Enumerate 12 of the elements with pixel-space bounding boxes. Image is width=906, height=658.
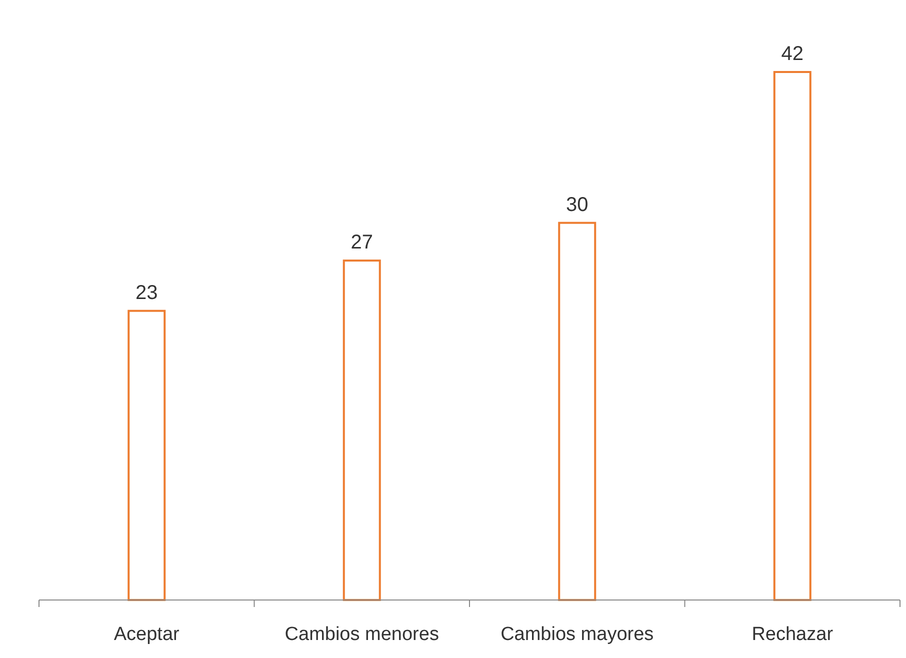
bar <box>342 260 381 601</box>
x-tick-label: Cambios menores <box>284 624 439 645</box>
bar <box>773 71 812 601</box>
data-label: 30 <box>566 194 588 216</box>
x-tick-label: Cambios mayores <box>500 624 654 645</box>
bar <box>128 310 166 601</box>
bar <box>558 222 596 601</box>
x-tick-label: Rechazar <box>752 624 834 645</box>
x-tick-label: Aceptar <box>114 624 180 645</box>
data-label: 27 <box>350 232 373 254</box>
data-label: 23 <box>136 282 158 304</box>
data-label: 42 <box>781 43 804 65</box>
